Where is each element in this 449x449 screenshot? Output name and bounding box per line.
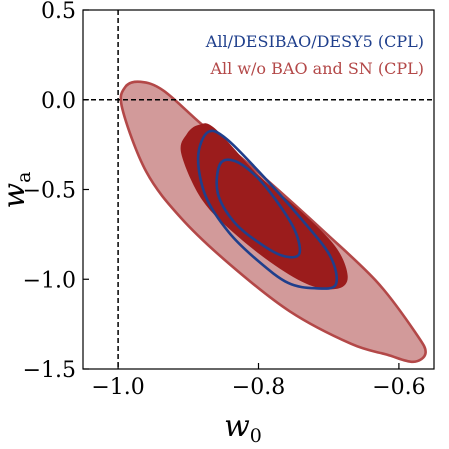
- y-tick-label: 0.5: [41, 0, 76, 24]
- tick-labels: −1.0 −0.8 −0.6 0.5 0.0 −0.5 −1.0 −1.5: [23, 0, 426, 400]
- line-contour-95pct: [196, 129, 339, 290]
- line-contour-68pct: [215, 158, 302, 259]
- y-tick-label: −1.0: [23, 268, 76, 293]
- y-axis-label-subscript: a: [13, 171, 35, 182]
- x-tick-label: −0.6: [372, 375, 425, 400]
- legend: All/DESIBAO/DESY5 (CPL) All w/o BAO and …: [205, 32, 424, 78]
- y-tick-label: −0.5: [23, 179, 76, 204]
- x-tick-label: −1.0: [91, 375, 144, 400]
- legend-entry-2: All w/o BAO and SN (CPL): [209, 59, 424, 78]
- legend-entry-1: All/DESIBAO/DESY5 (CPL): [205, 32, 424, 51]
- x-axis-label-subscript: 0: [250, 425, 262, 447]
- x-axis-label-main: w: [224, 409, 250, 444]
- y-tick-label: −1.5: [23, 358, 76, 383]
- line-contour-layer: [196, 129, 339, 290]
- filled-contour-layer: [119, 80, 427, 364]
- tick-marks: [83, 9, 400, 370]
- reference-lines: [83, 10, 434, 369]
- filled-contour-68pct: [180, 123, 348, 290]
- y-axis-label-main: w: [0, 183, 32, 209]
- y-axis-label: wa: [0, 171, 35, 208]
- x-axis-label: w0: [224, 409, 262, 447]
- x-tick-label: −0.8: [232, 375, 285, 400]
- y-tick-label: 0.0: [41, 89, 76, 114]
